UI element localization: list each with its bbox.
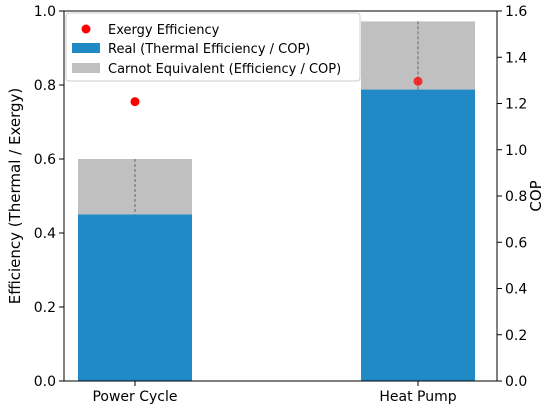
right-axis-ticks: 0.0 0.2 0.4 0.6 0.8 1.0 1.2 1.4 1.6 [497,4,527,390]
right-tick-label: 1.0 [505,143,527,159]
legend: Exergy Efficiency Real (Thermal Efficien… [65,12,361,82]
left-tick-label: 0.4 [34,226,56,242]
category-label: Heat Pump [379,389,456,405]
left-axis-ticks: 0.0 0.2 0.4 0.6 0.8 1.0 [34,4,64,390]
real-bar [361,89,475,381]
right-tick-label: 1.4 [505,50,527,66]
right-tick-label: 1.2 [505,97,527,113]
plot-area [63,10,498,382]
left-tick-label: 0.8 [34,78,56,94]
right-tick-label: 1.6 [505,4,527,20]
legend-box [65,12,361,82]
right-tick-label: 0.2 [505,328,527,344]
left-tick-label: 1.0 [34,4,56,20]
right-tick-label: 0.0 [505,374,527,390]
real-bars [78,89,475,381]
legend-exergy-label: Exergy Efficiency [108,23,220,38]
y2-axis-title: COP [527,180,545,211]
right-tick-label: 0.8 [505,189,527,205]
exergy-point [413,76,423,86]
real-bar [78,214,192,381]
exergy-point [130,97,140,107]
legend-carnot-marker [72,63,100,73]
exergy-points [130,76,423,107]
legend-real-label: Real (Thermal Efficiency / COP) [108,42,310,57]
legend-exergy-marker [81,24,91,34]
category-label: Power Cycle [92,389,177,405]
legend-carnot-label: Carnot Equivalent (Efficiency / COP) [108,62,341,77]
right-tick-label: 0.6 [505,235,527,251]
x-axis-ticks: Power Cycle Heat Pump [92,381,457,405]
left-tick-label: 0.0 [34,374,56,390]
right-tick-label: 0.4 [505,282,527,298]
legend-real-marker [72,43,100,53]
left-tick-label: 0.6 [34,152,56,168]
left-tick-label: 0.2 [34,300,56,316]
y-axis-title: Efficiency (Thermal / Exergy) [6,88,24,305]
